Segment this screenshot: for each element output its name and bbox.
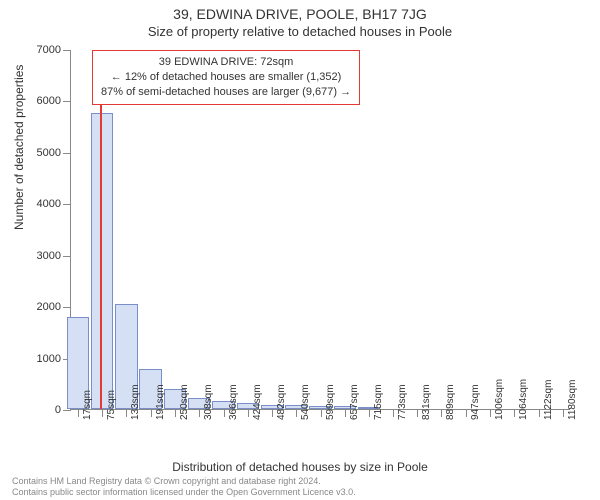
y-tick-label: 0 (21, 404, 61, 416)
x-tick (369, 409, 370, 417)
x-tick (78, 409, 79, 417)
x-tick (514, 409, 515, 417)
x-tick (199, 409, 200, 417)
x-tick-label: 1064sqm (518, 379, 529, 420)
x-tick (490, 409, 491, 417)
x-tick-label: 1122sqm (543, 380, 554, 420)
y-tick (63, 307, 71, 308)
x-tick (151, 409, 152, 417)
x-tick-label: 308sqm (203, 384, 214, 420)
x-tick (175, 409, 176, 417)
x-tick (321, 409, 322, 417)
x-tick-label: 947sqm (470, 384, 481, 420)
y-tick (63, 153, 71, 154)
x-tick-label: 773sqm (397, 384, 408, 420)
x-tick-label: 540sqm (300, 384, 311, 420)
chart-subtitle: Size of property relative to detached ho… (0, 22, 600, 39)
info-line-2: ← 12% of detached houses are smaller (1,… (101, 70, 351, 85)
x-tick (345, 409, 346, 417)
x-tick-label: 599sqm (325, 384, 336, 420)
y-tick (63, 410, 71, 411)
x-tick-label: 831sqm (421, 384, 432, 420)
x-tick-label: 366sqm (228, 384, 239, 420)
y-tick-label: 1000 (21, 353, 61, 365)
x-tick-label: 657sqm (349, 384, 360, 420)
x-tick (296, 409, 297, 417)
y-tick-label: 5000 (21, 147, 61, 159)
y-tick (63, 50, 71, 51)
x-tick (417, 409, 418, 417)
y-tick-label: 3000 (21, 250, 61, 262)
x-tick (248, 409, 249, 417)
y-tick-label: 7000 (21, 44, 61, 56)
info-line-3: 87% of semi-detached houses are larger (… (101, 85, 351, 100)
x-tick (441, 409, 442, 417)
x-tick-label: 75sqm (106, 390, 117, 420)
x-tick-label: 424sqm (252, 384, 263, 420)
y-tick (63, 204, 71, 205)
x-tick (102, 409, 103, 417)
histogram-bar (91, 113, 113, 409)
x-tick (224, 409, 225, 417)
y-tick-label: 6000 (21, 95, 61, 107)
info-line-1: 39 EDWINA DRIVE: 72sqm (101, 55, 351, 70)
x-tick-label: 17sqm (82, 390, 93, 420)
y-tick (63, 256, 71, 257)
x-tick-label: 1006sqm (494, 379, 505, 420)
y-tick-label: 4000 (21, 198, 61, 210)
x-tick (539, 409, 540, 417)
x-tick (563, 409, 564, 417)
x-tick-label: 250sqm (179, 384, 190, 420)
x-tick (272, 409, 273, 417)
x-tick (126, 409, 127, 417)
y-tick (63, 101, 71, 102)
x-tick (466, 409, 467, 417)
x-axis-title: Distribution of detached houses by size … (0, 460, 600, 474)
x-tick-label: 715sqm (373, 384, 384, 420)
info-callout-box: 39 EDWINA DRIVE: 72sqm ← 12% of detached… (92, 50, 360, 105)
x-tick-label: 889sqm (445, 384, 456, 420)
highlight-line (100, 71, 102, 409)
y-tick-label: 2000 (21, 301, 61, 313)
attribution-footer: Contains HM Land Registry data © Crown c… (12, 476, 356, 498)
x-tick-label: 482sqm (276, 384, 287, 420)
x-tick-label: 191sqm (155, 384, 166, 420)
x-tick-label: 133sqm (130, 384, 141, 420)
footer-line-1: Contains HM Land Registry data © Crown c… (12, 476, 356, 487)
page-title: 39, EDWINA DRIVE, POOLE, BH17 7JG (0, 0, 600, 22)
x-tick-label: 1180sqm (567, 380, 578, 420)
footer-line-2: Contains public sector information licen… (12, 487, 356, 498)
x-tick (393, 409, 394, 417)
